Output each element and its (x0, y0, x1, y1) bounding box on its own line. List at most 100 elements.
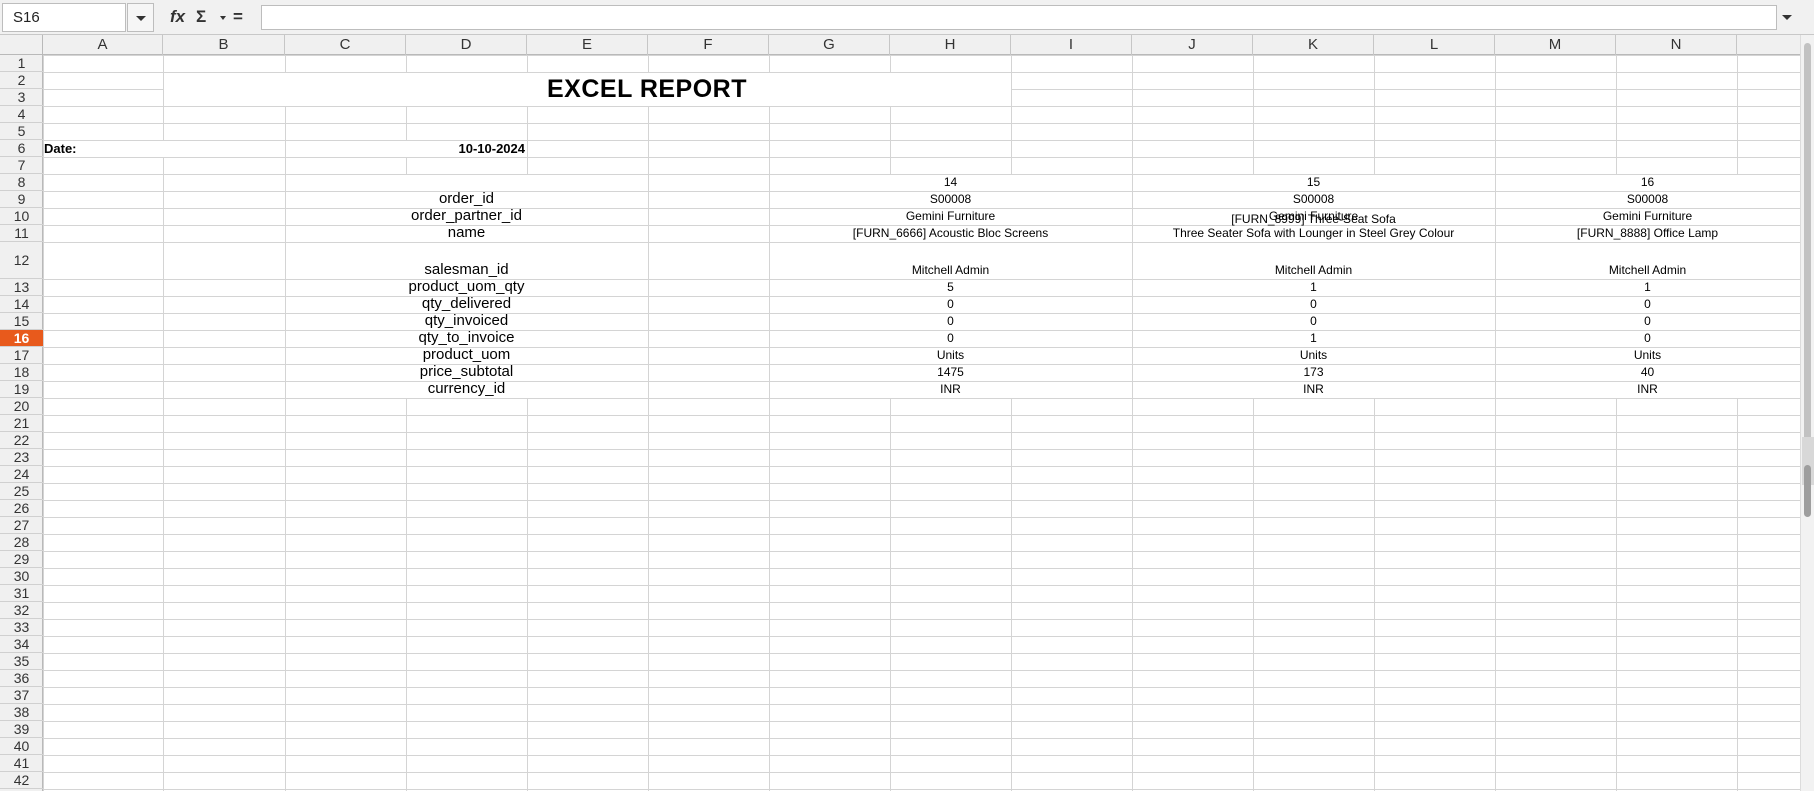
column-header-f[interactable]: F (648, 35, 769, 55)
column-header-e[interactable]: E (527, 35, 648, 55)
column-header-j[interactable]: J (1132, 35, 1253, 55)
expand-formula-bar-button[interactable] (1776, 5, 1798, 30)
row-gridline (0, 636, 1800, 637)
field-label: qty_to_invoice (418, 329, 515, 346)
column-header-m[interactable]: M (1495, 35, 1616, 55)
field-label: name (447, 224, 486, 241)
row-gridline (0, 106, 1800, 107)
row-header-4[interactable]: 4 (0, 106, 43, 123)
scrollbar-track-thumb[interactable] (1804, 43, 1811, 463)
merged-cell (164, 73, 1011, 106)
row-header-37[interactable]: 37 (0, 687, 43, 704)
row-header-29[interactable]: 29 (0, 551, 43, 568)
row-header-26[interactable]: 26 (0, 500, 43, 517)
row-header-1[interactable]: 1 (0, 55, 43, 72)
merged-cell (1496, 243, 1800, 279)
row-header-6[interactable]: 6 (0, 140, 43, 157)
row-header-3[interactable]: 3 (0, 89, 43, 106)
row-header-9[interactable]: 9 (0, 191, 43, 208)
name-box-dropdown[interactable] (127, 3, 154, 32)
sum-dropdown-icon[interactable] (220, 16, 226, 20)
merged-cell (1133, 209, 1495, 225)
row-header-17[interactable]: 17 (0, 347, 43, 364)
row-header-32[interactable]: 32 (0, 602, 43, 619)
formula-button[interactable]: = (233, 7, 243, 26)
column-header-bar (0, 35, 1800, 55)
column-header-l[interactable]: L (1374, 35, 1495, 55)
row-header-5[interactable]: 5 (0, 123, 43, 140)
row-header-35[interactable]: 35 (0, 653, 43, 670)
row-header-16[interactable]: 16 (0, 330, 43, 347)
sum-button[interactable]: Σ (196, 7, 207, 26)
row-header-2[interactable]: 2 (0, 72, 43, 89)
row-header-30[interactable]: 30 (0, 568, 43, 585)
merged-cell (286, 141, 527, 157)
merged-cell (1133, 382, 1495, 398)
column-header-h[interactable]: H (890, 35, 1011, 55)
column-header-n[interactable]: N (1616, 35, 1737, 55)
row-header-20[interactable]: 20 (0, 398, 43, 415)
column-header-b[interactable]: B (163, 35, 285, 55)
row-header-14[interactable]: 14 (0, 296, 43, 313)
row-header-38[interactable]: 38 (0, 704, 43, 721)
row-gridline (0, 670, 1800, 671)
row-header-36[interactable]: 36 (0, 670, 43, 687)
name-box[interactable]: S16 (2, 3, 126, 32)
merged-cell (1133, 280, 1495, 296)
merged-cell (286, 226, 648, 242)
row-header-12[interactable]: 12 (0, 242, 43, 279)
column-gridline (1374, 55, 1375, 791)
row-header-15[interactable]: 15 (0, 313, 43, 330)
column-gridline (1253, 55, 1254, 791)
row-header-23[interactable]: 23 (0, 449, 43, 466)
column-header-d[interactable]: D (406, 35, 527, 55)
row-header-27[interactable]: 27 (0, 517, 43, 534)
row-header-19[interactable]: 19 (0, 381, 43, 398)
merged-cell (1496, 331, 1800, 347)
merged-cell (1133, 331, 1495, 347)
row-gridline (0, 55, 1800, 56)
row-header-33[interactable]: 33 (0, 619, 43, 636)
column-header-g[interactable]: G (769, 35, 890, 55)
row-header-25[interactable]: 25 (0, 483, 43, 500)
function-wizard-button[interactable]: fx (170, 7, 186, 26)
merged-cell (1133, 243, 1495, 279)
row-header-13[interactable]: 13 (0, 279, 43, 296)
column-header-i[interactable]: I (1011, 35, 1132, 55)
row-header-11[interactable]: 11 (0, 225, 43, 242)
row-header-31[interactable]: 31 (0, 585, 43, 602)
select-all-corner[interactable] (0, 35, 43, 55)
row-header-39[interactable]: 39 (0, 721, 43, 738)
column-header-c[interactable]: C (285, 35, 406, 55)
row-header-40[interactable]: 40 (0, 738, 43, 755)
formula-input[interactable] (261, 5, 1777, 30)
merged-cell (286, 280, 648, 296)
row-gridline (0, 755, 1800, 756)
row-header-41[interactable]: 41 (0, 755, 43, 772)
column-header-k[interactable]: K (1253, 35, 1374, 55)
row-header-7[interactable]: 7 (0, 157, 43, 174)
merged-cell (286, 297, 648, 313)
row-header-34[interactable]: 34 (0, 636, 43, 653)
merged-cell (286, 382, 648, 398)
merged-cell (1133, 192, 1495, 208)
row-header-10[interactable]: 10 (0, 208, 43, 225)
scrollbar-thumb[interactable] (1804, 465, 1811, 517)
row-header-42[interactable]: 42 (0, 772, 43, 789)
row-header-24[interactable]: 24 (0, 466, 43, 483)
merged-cell (1496, 365, 1800, 381)
record-qty-delivered: 0 (947, 297, 954, 311)
row-header-22[interactable]: 22 (0, 432, 43, 449)
record-product-uom: Units (1633, 348, 1662, 362)
row-gridline (0, 415, 1800, 416)
row-header-18[interactable]: 18 (0, 364, 43, 381)
row-gridline (0, 517, 1800, 518)
vertical-scrollbar[interactable] (1800, 35, 1814, 791)
row-header-28[interactable]: 28 (0, 534, 43, 551)
merged-cell (286, 314, 648, 330)
column-header-a[interactable]: A (43, 35, 163, 55)
row-header-21[interactable]: 21 (0, 415, 43, 432)
column-gridline (406, 55, 407, 791)
row-header-8[interactable]: 8 (0, 174, 43, 191)
